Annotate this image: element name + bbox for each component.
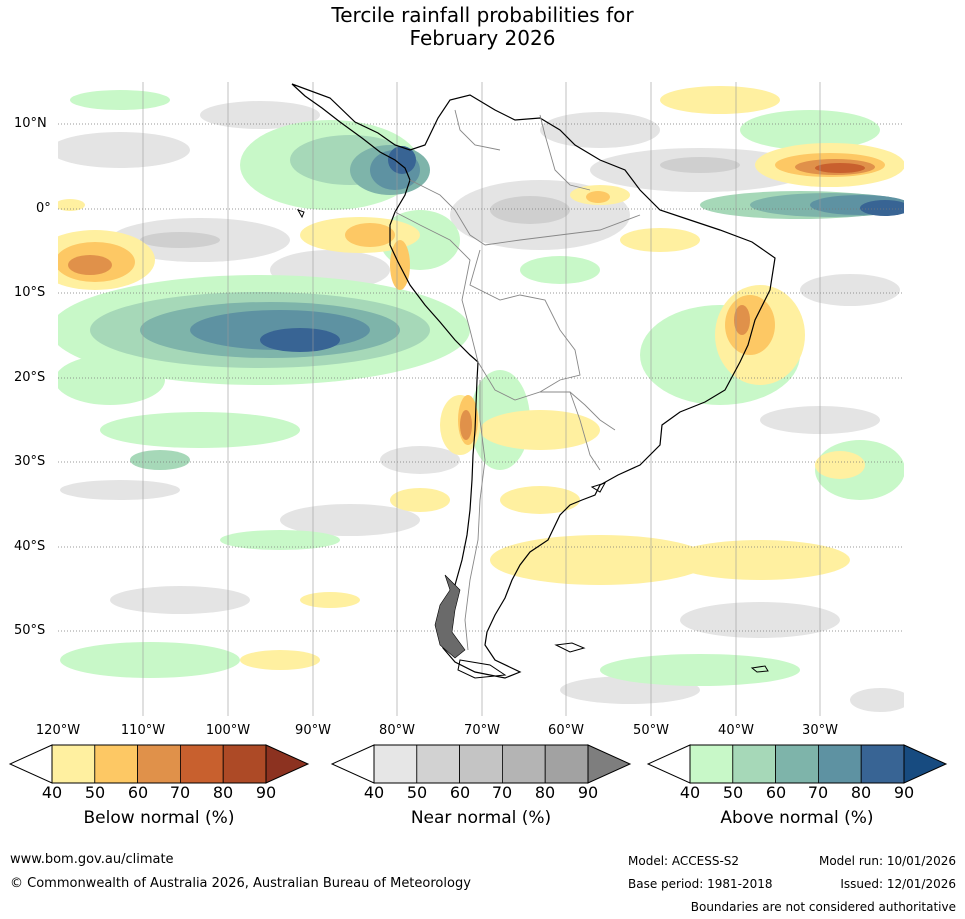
near-tick-60: 60 [449, 783, 471, 802]
lat-label-50s: 50°S [14, 623, 46, 638]
lon-label-100w: 100°W [205, 723, 251, 738]
near-upper-extend [587, 744, 632, 784]
above-upper-extend [903, 744, 948, 784]
below-segment-4 [179, 744, 224, 784]
country-borders [394, 109, 641, 651]
below-tick-40: 40 [41, 783, 63, 802]
below-upper-extend [265, 744, 310, 784]
near-segment-3 [459, 744, 503, 784]
rio-de-la-plata [590, 482, 607, 493]
near-tick-50: 50 [406, 783, 428, 802]
lon-label-60w: 60°W [548, 723, 584, 738]
above-segment-4 [818, 744, 862, 784]
tierra-del-fuego [457, 659, 507, 679]
lon-label-70w: 70°W [464, 723, 500, 738]
near-tick-40: 40 [363, 783, 385, 802]
latitude-gridlines [58, 123, 904, 632]
above-tick-60: 60 [765, 783, 787, 802]
website-link[interactable]: www.bom.gov.au/climate [10, 852, 174, 867]
below-tick-60: 60 [127, 783, 149, 802]
above-tick-70: 70 [807, 783, 829, 802]
lat-label-20s: 20°S [14, 370, 46, 385]
base-period: Base period: 1981-2018 [628, 877, 773, 891]
model-name: Model: ACCESS-S2 [628, 854, 740, 868]
above-segment-2 [732, 744, 776, 784]
near-normal-areas-mid [140, 157, 740, 248]
lon-label-50w: 50°W [633, 723, 669, 738]
lat-label-10s: 10°S [14, 285, 46, 300]
model-run: Model run: 10/01/2026 [818, 854, 956, 868]
lon-label-120w: 120°W [35, 723, 81, 738]
near-tick-70: 70 [491, 783, 513, 802]
lat-label-10n: 10°N [14, 116, 47, 131]
lon-label-30w: 30°W [802, 723, 838, 738]
below-segment-2 [94, 744, 139, 784]
chile-fjords [434, 574, 466, 659]
near-normal-title: Near normal (%) [410, 808, 552, 828]
issued-date: Issued: 12/01/2026 [840, 877, 956, 891]
above-tick-90: 90 [893, 783, 915, 802]
near-segment-1 [373, 744, 418, 784]
near-tick-80: 80 [534, 783, 556, 802]
title-line-1: Tercile rainfall probabilities for [331, 3, 634, 27]
below-tick-50: 50 [84, 783, 106, 802]
above-segment-5 [860, 744, 905, 784]
above-normal-80 [260, 146, 904, 352]
map-title: Tercile rainfall probabilities for Febru… [0, 4, 965, 50]
copyright-text: © Commonwealth of Australia 2026, Austra… [10, 876, 471, 891]
colorbar-near-normal [330, 744, 632, 784]
coastlines [291, 83, 776, 679]
above-segment-3 [775, 744, 819, 784]
longitude-gridlines [142, 82, 821, 716]
title-line-2: February 2026 [409, 26, 556, 50]
lon-label-110w: 110°W [120, 723, 166, 738]
lon-label-40w: 40°W [718, 723, 754, 738]
below-normal-title: Below normal (%) [83, 808, 235, 828]
south-georgia [750, 665, 769, 673]
above-segment-1 [689, 744, 734, 784]
below-segment-3 [137, 744, 181, 784]
boundary-disclaimer: Boundaries are not considered authoritat… [690, 900, 956, 914]
above-normal-title: Above normal (%) [720, 808, 874, 828]
above-tick-40: 40 [679, 783, 701, 802]
lat-label-0: 0° [36, 201, 51, 216]
lat-label-40s: 40°S [14, 539, 46, 554]
above-lower-extend [646, 744, 691, 784]
below-tick-90: 90 [255, 783, 277, 802]
below-segment-1 [51, 744, 96, 784]
below-lower-extend [8, 744, 53, 784]
near-segment-2 [416, 744, 460, 784]
lat-label-30s: 30°S [14, 454, 46, 469]
probability-field [58, 82, 904, 716]
colorbar-above-normal [646, 744, 948, 784]
above-tick-50: 50 [722, 783, 744, 802]
galapagos [296, 209, 305, 219]
near-segment-4 [501, 744, 546, 784]
near-tick-90: 90 [577, 783, 599, 802]
south-america-coastline [291, 83, 776, 679]
above-tick-80: 80 [850, 783, 872, 802]
below-tick-70: 70 [169, 783, 191, 802]
below-normal-70 [815, 163, 865, 173]
falkland-islands [554, 642, 586, 653]
near-lower-extend [330, 744, 375, 784]
near-segment-5 [544, 744, 589, 784]
below-tick-80: 80 [212, 783, 234, 802]
lon-label-80w: 80°W [379, 723, 415, 738]
below-segment-5 [222, 744, 267, 784]
lon-label-90w: 90°W [295, 723, 331, 738]
colorbar-below-normal [8, 744, 310, 784]
